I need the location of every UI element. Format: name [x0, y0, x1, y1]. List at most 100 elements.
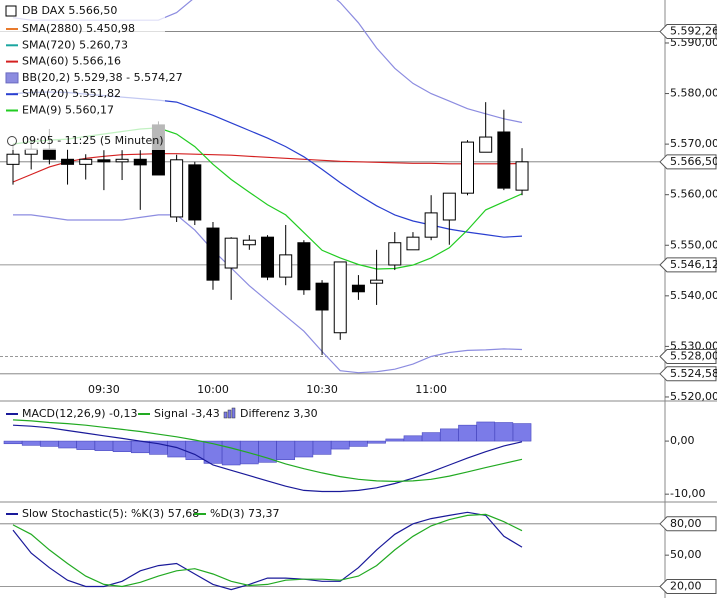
bar	[403, 435, 423, 442]
legend-label: SMA(2880) 5.450,98	[22, 22, 135, 35]
candle-body	[406, 236, 420, 251]
y-tick-label: 5.560,00	[670, 188, 717, 201]
legend-label: SMA(60) 5.566,16	[22, 55, 121, 68]
level-label: 5.592,26	[670, 25, 717, 38]
candle-body	[206, 227, 220, 281]
chart-subtitle: 09:05 - 11:25 (5 Minuten)	[22, 134, 163, 147]
y-tick-label: 5.550,00	[670, 238, 717, 251]
bar	[458, 424, 477, 442]
legend-label: %D(3) 73,37	[210, 507, 280, 520]
bar	[367, 440, 386, 444]
bar	[40, 440, 59, 447]
legend-icon	[223, 411, 228, 419]
candle-body	[315, 282, 329, 311]
line	[13, 214, 523, 374]
bar	[476, 421, 495, 442]
bar	[276, 440, 296, 460]
bar	[167, 440, 186, 458]
bar	[258, 440, 277, 463]
chart-title: DB DAX 5.566,50	[22, 4, 117, 17]
level-box	[659, 366, 717, 382]
candle-body	[261, 236, 275, 278]
pane	[0, 511, 665, 591]
bar	[203, 440, 223, 464]
candle-body	[442, 192, 456, 221]
bar	[112, 440, 132, 453]
bar	[3, 440, 23, 445]
candle-body	[370, 279, 384, 284]
legend-icon	[5, 72, 19, 84]
candle-body	[79, 158, 93, 165]
y-tick-label: -10,00	[670, 487, 705, 500]
clock-icon	[7, 136, 17, 146]
bar	[294, 440, 314, 458]
candle-body	[224, 237, 238, 269]
legend-icon	[231, 407, 236, 419]
x-tick-label: 10:00	[197, 383, 229, 396]
y-tick-label: 5.570,00	[670, 137, 717, 150]
legend-label: SMA(720) 5.260,73	[22, 38, 128, 51]
bar	[94, 440, 114, 451]
candle-body	[297, 242, 311, 291]
line	[12, 419, 523, 483]
y-tick-label: 5.580,00	[670, 87, 717, 100]
line	[12, 511, 523, 591]
candle-body	[461, 141, 474, 194]
candle-body	[497, 131, 511, 189]
legend-icon	[227, 409, 232, 419]
legend-label: SMA(20) 5.551,82	[22, 87, 121, 100]
level-box	[659, 579, 717, 595]
level-box	[659, 349, 717, 365]
candle-body	[97, 159, 111, 163]
line	[12, 153, 523, 183]
candle-body	[424, 212, 438, 238]
bar	[185, 440, 205, 460]
level-box	[659, 24, 717, 40]
legend-label: MACD(12,26,9) -0,13	[22, 407, 138, 420]
level-label: 5.524,58	[670, 367, 717, 380]
candle-body	[388, 242, 402, 266]
candle-body	[188, 164, 202, 221]
candle-body	[42, 148, 56, 160]
bar	[330, 440, 350, 450]
level-box	[659, 257, 717, 273]
y-tick-label: 5.520,00	[670, 390, 717, 403]
line	[12, 424, 523, 493]
level-box	[659, 154, 717, 170]
bar	[58, 440, 77, 449]
legend-label: Differenz 3,30	[240, 407, 318, 420]
candle-body	[170, 159, 184, 218]
candle-body	[515, 161, 529, 191]
y-tick-label: 5.590,00	[670, 36, 717, 49]
legend-label: Slow Stochastic(5): %K(3) 57,68	[22, 507, 199, 520]
level-label: 5.566,50	[670, 155, 717, 168]
bar	[512, 423, 532, 442]
candle-body	[279, 254, 293, 278]
candle-body	[133, 158, 147, 166]
bar	[494, 422, 514, 442]
line	[12, 513, 523, 588]
bar	[312, 440, 332, 455]
candle-body	[479, 136, 493, 153]
y-tick-label: 5.540,00	[670, 289, 717, 302]
y-tick-label: 50,00	[670, 548, 702, 561]
bar	[130, 440, 150, 454]
legend-label: Signal -3,43	[154, 407, 220, 420]
level-box	[659, 516, 717, 532]
level-label: 5.528,00	[670, 350, 717, 363]
pane	[3, 419, 532, 493]
x-tick-label: 09:30	[88, 383, 120, 396]
level-label: 20,00	[670, 580, 702, 593]
bar	[440, 428, 459, 442]
legend-label: EMA(9) 5.560,17	[22, 104, 114, 117]
level-label: 80,00	[670, 517, 702, 530]
candle-body	[242, 239, 256, 246]
candle-body	[6, 153, 20, 165]
candle-body	[61, 158, 75, 165]
y-tick-label: 0,00	[670, 434, 695, 447]
legend-icon	[5, 5, 17, 17]
candle-body	[115, 158, 129, 163]
legend-label: BB(20,2) 5.529,38 - 5.574,27	[22, 71, 183, 84]
bar	[221, 440, 241, 466]
